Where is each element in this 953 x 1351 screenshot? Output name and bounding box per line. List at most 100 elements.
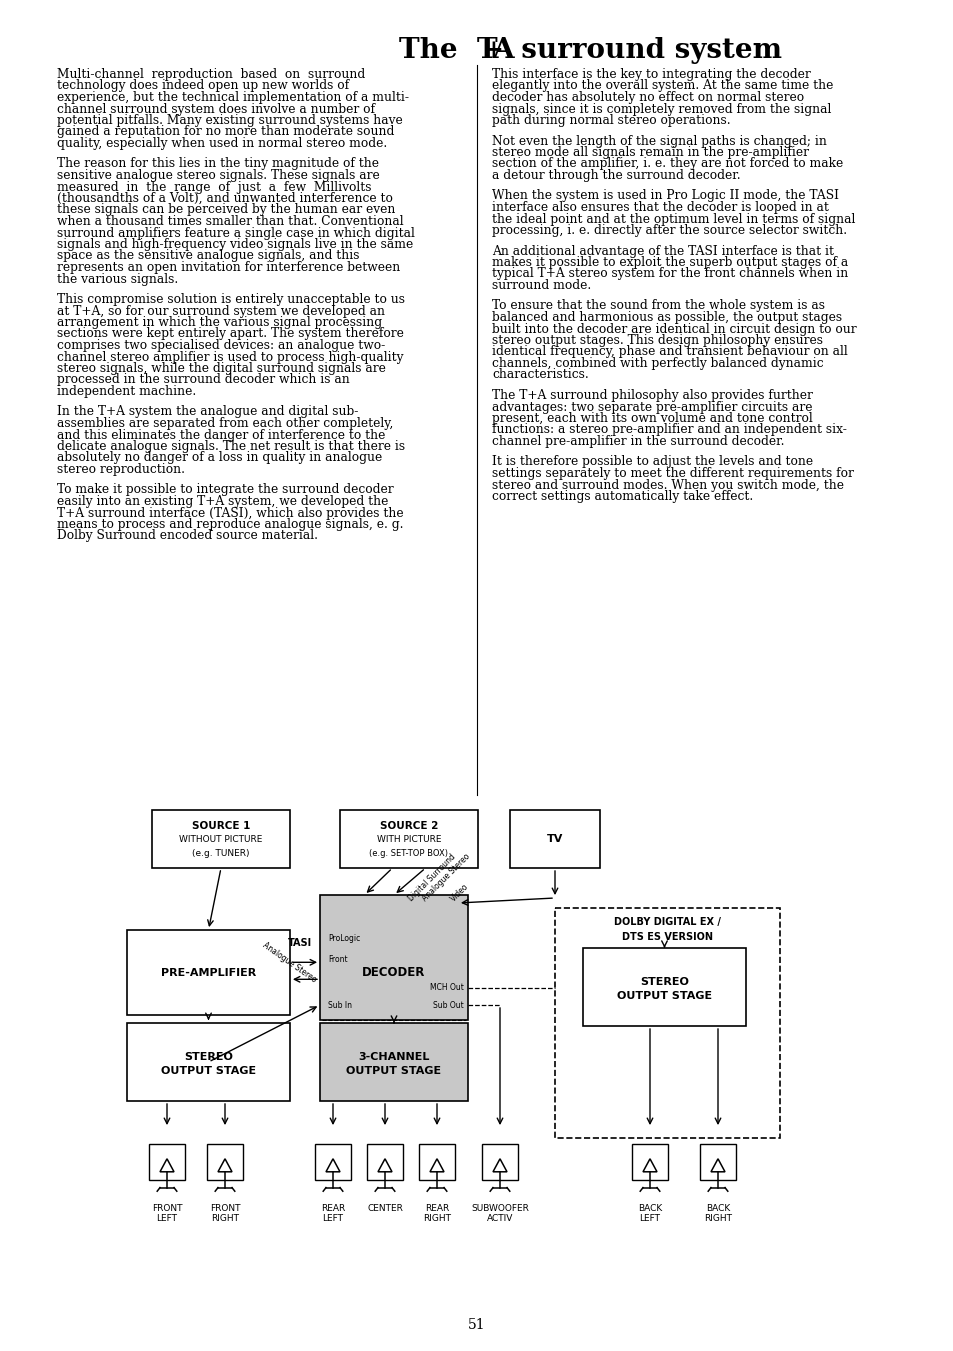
Text: OUTPUT STAGE: OUTPUT STAGE [161, 1066, 255, 1075]
Text: FRONT: FRONT [152, 1204, 182, 1213]
Text: SOURCE 1: SOURCE 1 [192, 821, 250, 831]
Text: To make it possible to integrate the surround decoder: To make it possible to integrate the sur… [57, 484, 394, 497]
Bar [555, 908, 780, 1138]
Text: REAR: REAR [320, 1204, 345, 1213]
Text: elegantly into the overall system. At the same time the: elegantly into the overall system. At th… [492, 80, 833, 92]
Text: Video: Video [449, 881, 470, 902]
Text: SUBWOOFER: SUBWOOFER [471, 1204, 528, 1213]
Text: ACTIV: ACTIV [486, 1215, 513, 1223]
Text: +: + [483, 38, 503, 62]
Text: surround system: surround system [501, 36, 781, 63]
Text: Analogue Stereo: Analogue Stereo [261, 940, 318, 985]
Text: When the system is used in Pro Logic II mode, the TASI: When the system is used in Pro Logic II … [492, 189, 838, 203]
Text: easily into an existing T+A system, we developed the: easily into an existing T+A system, we d… [57, 494, 388, 508]
Text: To ensure that the sound from the whole system is as: To ensure that the sound from the whole … [492, 300, 824, 312]
Text: Not even the length of the signal paths is changed; in: Not even the length of the signal paths … [492, 135, 826, 147]
Text: This compromise solution is entirely unacceptable to us: This compromise solution is entirely una… [57, 293, 405, 305]
Bar [481, 1144, 517, 1181]
Bar [582, 948, 745, 1025]
Bar [207, 1144, 243, 1181]
Text: (e.g. TUNER): (e.g. TUNER) [193, 848, 250, 858]
Text: An additional advantage of the TASI interface is that it: An additional advantage of the TASI inte… [492, 245, 833, 258]
Text: Dolby Surround encoded source material.: Dolby Surround encoded source material. [57, 530, 317, 543]
Text: It is therefore possible to adjust the levels and tone: It is therefore possible to adjust the l… [492, 455, 812, 469]
Text: The reason for this lies in the tiny magnitude of the: The reason for this lies in the tiny mag… [57, 158, 378, 170]
Text: present, each with its own volume and tone control: present, each with its own volume and to… [492, 412, 812, 426]
Text: a detour through the surround decoder.: a detour through the surround decoder. [492, 169, 740, 182]
Text: typical T+A stereo system for the front channels when in: typical T+A stereo system for the front … [492, 267, 847, 281]
Text: stereo signals, while the digital surround signals are: stereo signals, while the digital surrou… [57, 362, 385, 376]
Text: ProLogic: ProLogic [328, 935, 360, 943]
Text: assemblies are separated from each other completely,: assemblies are separated from each other… [57, 417, 393, 430]
Text: Multi-channel  reproduction  based  on  surround: Multi-channel reproduction based on surr… [57, 68, 365, 81]
Text: surround mode.: surround mode. [492, 280, 591, 292]
Text: experience, but the technical implementation of a multi-: experience, but the technical implementa… [57, 91, 409, 104]
Text: stereo mode all signals remain in the pre-amplifier: stereo mode all signals remain in the pr… [492, 146, 808, 159]
Text: In the T+A system the analogue and digital sub-: In the T+A system the analogue and digit… [57, 405, 358, 419]
Text: quality, especially when used in normal stereo mode.: quality, especially when used in normal … [57, 136, 387, 150]
Bar [127, 929, 290, 1015]
Text: the ideal point and at the optimum level in terms of signal: the ideal point and at the optimum level… [492, 212, 855, 226]
Text: BACK: BACK [638, 1204, 661, 1213]
Bar [314, 1144, 351, 1181]
Text: CENTER: CENTER [367, 1204, 402, 1213]
Text: REAR: REAR [424, 1204, 449, 1213]
Text: decoder has absolutely no effect on normal stereo: decoder has absolutely no effect on norm… [492, 91, 803, 104]
Text: delicate analogue signals. The net result is that there is: delicate analogue signals. The net resul… [57, 440, 405, 453]
Text: RIGHT: RIGHT [211, 1215, 239, 1223]
Text: WITHOUT PICTURE: WITHOUT PICTURE [179, 835, 262, 844]
Text: characteristics.: characteristics. [492, 369, 588, 381]
Text: RIGHT: RIGHT [703, 1215, 731, 1223]
Text: (e.g. SET-TOP BOX): (e.g. SET-TOP BOX) [369, 848, 448, 858]
Text: absolutely no danger of a loss in quality in analogue: absolutely no danger of a loss in qualit… [57, 451, 382, 465]
Text: LEFT: LEFT [639, 1215, 659, 1223]
Text: correct settings automatically take effect.: correct settings automatically take effe… [492, 490, 753, 503]
Text: RIGHT: RIGHT [422, 1215, 451, 1223]
Text: means to process and reproduce analogue signals, e. g.: means to process and reproduce analogue … [57, 517, 403, 531]
Text: settings separately to meet the different requirements for: settings separately to meet the differen… [492, 467, 853, 480]
Text: identical frequency, phase and transient behaviour on all: identical frequency, phase and transient… [492, 346, 847, 358]
Text: MCH Out: MCH Out [430, 984, 463, 992]
Text: these signals can be perceived by the human ear even: these signals can be perceived by the hu… [57, 204, 395, 216]
Text: space as the sensitive analogue signals, and this: space as the sensitive analogue signals,… [57, 250, 359, 262]
Text: the various signals.: the various signals. [57, 273, 178, 285]
Bar [152, 811, 290, 867]
Text: PRE-AMPLIFIER: PRE-AMPLIFIER [161, 967, 255, 978]
Bar [319, 1023, 468, 1101]
Text: FRONT: FRONT [210, 1204, 240, 1213]
Text: OUTPUT STAGE: OUTPUT STAGE [346, 1066, 441, 1075]
Text: signals, since it is completely removed from the signal: signals, since it is completely removed … [492, 103, 830, 115]
Text: LEFT: LEFT [322, 1215, 343, 1223]
Text: DECODER: DECODER [362, 966, 425, 979]
Text: This interface is the key to integrating the decoder: This interface is the key to integrating… [492, 68, 810, 81]
Bar [339, 811, 477, 867]
Text: surround amplifiers feature a single case in which digital: surround amplifiers feature a single cas… [57, 227, 415, 239]
Text: measured  in  the  range  of  just  a  few  Millivolts: measured in the range of just a few Mill… [57, 181, 371, 193]
Text: SOURCE 2: SOURCE 2 [379, 821, 437, 831]
Text: section of the amplifier, i. e. they are not forced to make: section of the amplifier, i. e. they are… [492, 158, 842, 170]
Text: stereo reproduction.: stereo reproduction. [57, 463, 185, 476]
Text: balanced and harmonious as possible, the output stages: balanced and harmonious as possible, the… [492, 311, 841, 324]
Text: stereo and surround modes. When you switch mode, the: stereo and surround modes. When you swit… [492, 478, 843, 492]
Text: OUTPUT STAGE: OUTPUT STAGE [617, 992, 711, 1001]
Text: channel surround system does involve a number of: channel surround system does involve a n… [57, 103, 375, 115]
Text: LEFT: LEFT [156, 1215, 177, 1223]
Bar [510, 811, 599, 867]
Text: DOLBY DIGITAL EX /: DOLBY DIGITAL EX / [614, 917, 720, 927]
Text: technology does indeed open up new worlds of: technology does indeed open up new world… [57, 80, 349, 92]
Text: path during normal stereo operations.: path during normal stereo operations. [492, 113, 730, 127]
Text: A: A [492, 36, 513, 63]
Text: STEREO: STEREO [184, 1052, 233, 1062]
Text: The T+A surround philosophy also provides further: The T+A surround philosophy also provide… [492, 389, 812, 403]
Bar [127, 1023, 290, 1101]
Bar [367, 1144, 402, 1181]
Text: channels, combined with perfectly balanced dynamic: channels, combined with perfectly balanc… [492, 357, 822, 370]
Text: interface also ensures that the decoder is looped in at: interface also ensures that the decoder … [492, 201, 828, 213]
Text: (thousandths of a Volt), and unwanted interference to: (thousandths of a Volt), and unwanted in… [57, 192, 393, 205]
Text: channel stereo amplifier is used to process high-quality: channel stereo amplifier is used to proc… [57, 350, 403, 363]
Bar [700, 1144, 735, 1181]
Text: T: T [476, 36, 497, 63]
Text: signals and high-frequency video signals live in the same: signals and high-frequency video signals… [57, 238, 413, 251]
Text: 51: 51 [468, 1319, 485, 1332]
Text: Sub Out: Sub Out [433, 1001, 463, 1009]
